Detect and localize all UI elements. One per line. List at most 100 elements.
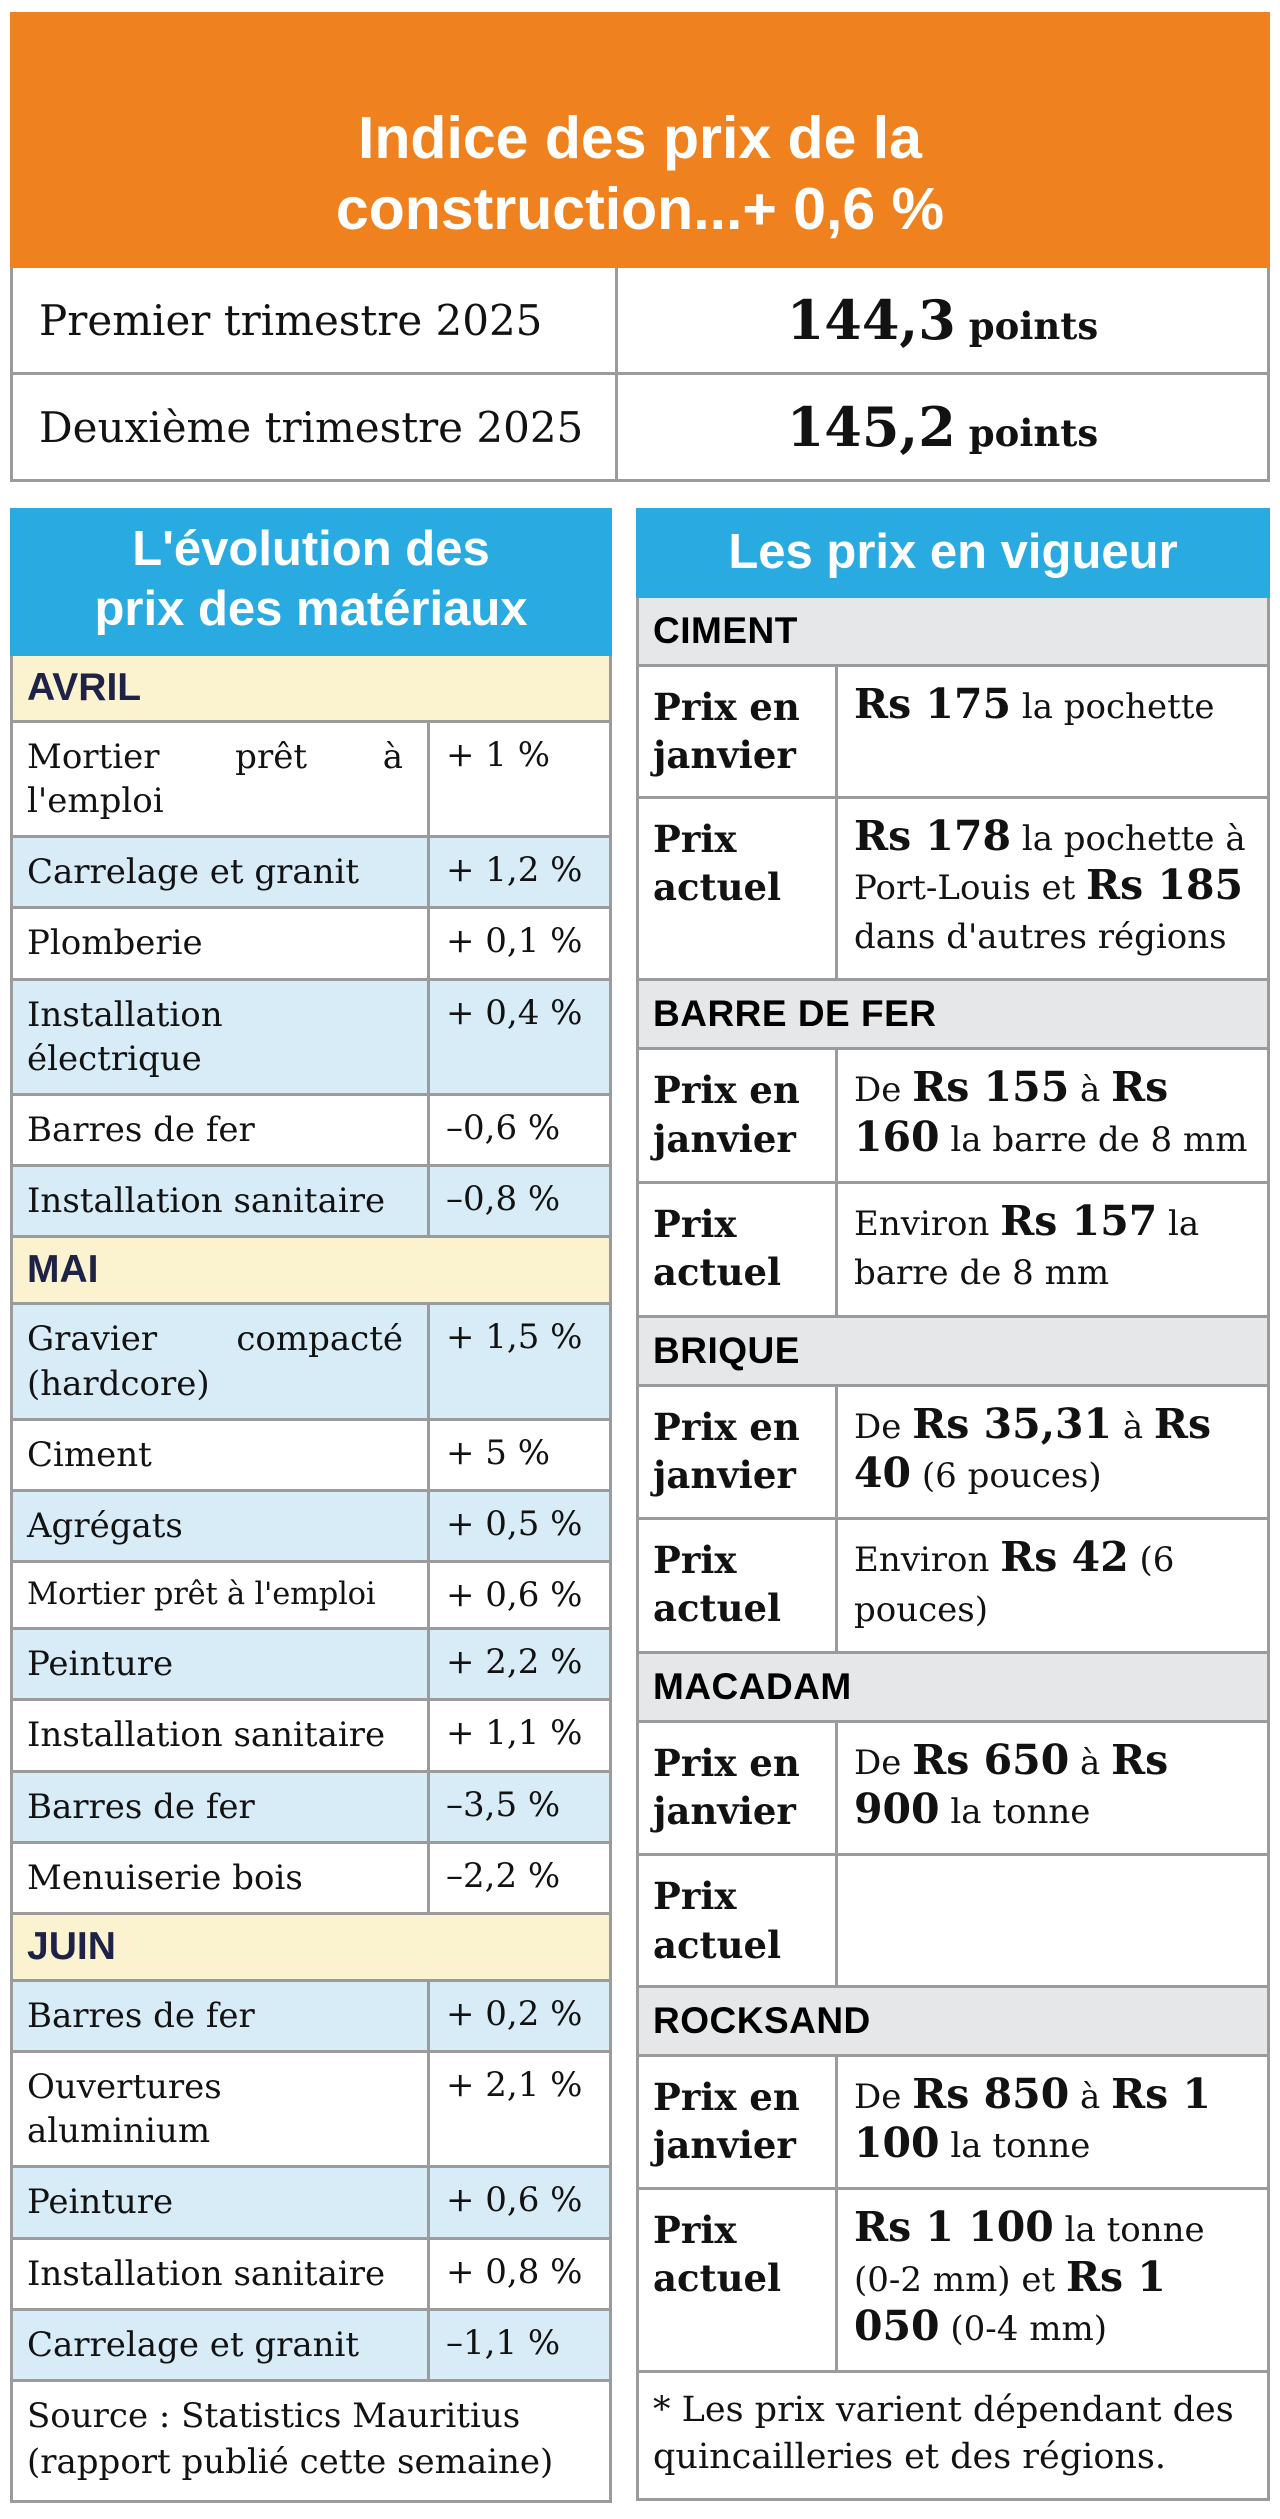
price-row: Prix actuel	[639, 1853, 1267, 1985]
content-columns: L'évolution des prix des matériaux AVRIL…	[10, 508, 1270, 2503]
price-period-label: Prix en janvier	[653, 1740, 800, 1833]
points-cell: 145,2 points	[614, 375, 1267, 480]
prices-panel: Les prix en vigueur CIMENT Prix en janvi…	[636, 508, 1270, 2501]
price-value: De Rs 650 à Rs 900 la tonne	[835, 1722, 1267, 1854]
material-name: Installation sanitaire	[27, 1181, 386, 1222]
points-number: 145,2	[786, 395, 956, 460]
material-name: Agrégats	[27, 1505, 183, 1546]
material-change: + 1,1 %	[427, 1701, 609, 1770]
prices-table: CIMENT Prix en janvier Rs 175 la pochett…	[636, 598, 1270, 2501]
material-name: Mortier prêt à l'emploi	[27, 1577, 376, 1613]
material-row: Barres de fer –3,5 %	[13, 1769, 609, 1841]
material-row: Plomberie + 0,1 %	[13, 906, 609, 978]
material-name: Ouvertures aluminium	[27, 2067, 222, 2152]
prices-panel-title: Les prix en vigueur	[636, 508, 1270, 599]
materials-panel: L'évolution des prix des matériaux AVRIL…	[10, 508, 612, 2503]
material-row: Carrelage et granit –1,1 %	[13, 2307, 609, 2380]
material-name: Installation sanitaire	[27, 1715, 386, 1756]
price-period-label: Prix en janvier	[653, 1404, 800, 1497]
material-change: –0,6 %	[427, 1096, 609, 1165]
material-name: Mortier prêt à l'emploi	[27, 736, 403, 822]
material-name: Barres de fer	[27, 1786, 255, 1827]
material-row: Installation électrique + 0,4 %	[13, 977, 609, 1094]
price-row: Prix en janvier De Rs 155 à Rs 160 la ba…	[639, 1047, 1267, 1182]
material-change: + 1,2 %	[427, 838, 609, 907]
price-value: De Rs 35,31 à Rs 40 (6 pouces)	[835, 1386, 1267, 1518]
month-header-juin: JUIN	[13, 1911, 609, 1979]
material-name: Installation sanitaire	[27, 2253, 386, 2294]
material-change: + 0,5 %	[427, 1491, 609, 1561]
material-name: Installation électrique	[27, 994, 223, 1079]
material-change: + 0,6 %	[427, 1563, 609, 1628]
section-header-ciment: CIMENT	[639, 598, 1267, 665]
material-name: Barres de fer	[27, 1995, 255, 2036]
quarter-label: Deuxième trimestre 2025	[39, 402, 584, 452]
material-row: Ouvertures aluminium + 2,1 %	[13, 2050, 609, 2166]
section-header-rocksand: ROCKSAND	[639, 1984, 1267, 2054]
footnote: * Les prix varient dépendant des quincai…	[639, 2370, 1267, 2498]
month-header-mai: MAI	[13, 1235, 609, 1303]
materials-table: AVRIL Mortier prêt à l'emploi + 1 % Carr…	[10, 655, 612, 2503]
material-row: Barres de fer + 0,2 %	[13, 1978, 609, 2051]
material-change: + 0,8 %	[427, 2239, 609, 2308]
price-row: Prix en janvier De Rs 35,31 à Rs 40 (6 p…	[639, 1383, 1267, 1518]
index-row-q1: Premier trimestre 2025 144,3 points	[13, 268, 1267, 373]
index-row-q2: Deuxième trimestre 2025 145,2 points	[13, 372, 1267, 480]
material-name: Carrelage et granit	[27, 2324, 360, 2365]
material-change: + 0,6 %	[427, 2168, 609, 2237]
price-period-label: Prix actuel	[653, 1874, 782, 1967]
material-name: Peinture	[27, 1644, 174, 1685]
price-row: Prix en janvier Rs 175 la pochette	[639, 664, 1267, 796]
material-change: –1,1 %	[427, 2310, 609, 2380]
material-row: Carrelage et granit + 1,2 %	[13, 835, 609, 907]
price-period-label: Prix actuel	[653, 1538, 782, 1631]
material-row: Barres de fer –0,6 %	[13, 1093, 609, 1165]
main-title-banner: Indice des prix de la construction...+ 0…	[10, 12, 1270, 269]
points-cell: 144,3 points	[614, 268, 1267, 373]
points-unit: points	[968, 411, 1099, 456]
material-change: + 0,4 %	[427, 980, 609, 1094]
material-row: Ciment + 5 %	[13, 1417, 609, 1489]
material-row: Peinture + 2,2 %	[13, 1627, 609, 1699]
material-row: Installation sanitaire + 1,1 %	[13, 1698, 609, 1770]
price-value: Environ Rs 157 la barre de 8 mm	[835, 1184, 1267, 1315]
material-name: Plomberie	[27, 923, 203, 964]
material-row: Peinture + 0,6 %	[13, 2165, 609, 2237]
price-period-label: Prix actuel	[653, 2208, 782, 2301]
material-row: Mortier prêt à l'emploi + 0,6 %	[13, 1560, 609, 1628]
price-period-label: Prix en janvier	[653, 1068, 800, 1161]
material-row: Menuiserie bois –2,2 %	[13, 1840, 609, 1912]
material-row: Agrégats + 0,5 %	[13, 1488, 609, 1561]
price-value: Environ Rs 42 (6 pouces)	[835, 1520, 1267, 1651]
main-title: Indice des prix de la construction...+ 0…	[335, 104, 945, 242]
material-change: + 0,2 %	[427, 1981, 609, 2051]
material-change: –3,5 %	[427, 1772, 609, 1841]
material-name: Barres de fer	[27, 1110, 255, 1151]
source-note: Source : Statistics Mauritius (rapport p…	[13, 2379, 609, 2500]
material-name: Gravier compacté (hardcore)	[27, 1319, 403, 1404]
material-change: + 1 %	[427, 722, 609, 836]
material-row: Mortier prêt à l'emploi + 1 %	[13, 719, 609, 836]
material-change: + 2,1 %	[427, 2053, 609, 2166]
price-value: Rs 178 la pochette à Port-Louis et Rs 18…	[835, 798, 1267, 979]
price-value: Rs 175 la pochette	[835, 667, 1267, 796]
material-change: + 5 %	[427, 1420, 609, 1489]
price-period-label: Prix en janvier	[653, 2074, 800, 2167]
price-period-label: Prix actuel	[653, 1202, 782, 1295]
price-period-label: Prix en janvier	[653, 685, 800, 778]
material-name: Menuiserie bois	[27, 1857, 303, 1898]
section-header-barre-de-fer: BARRE DE FER	[639, 978, 1267, 1048]
material-row: Gravier compacté (hardcore) + 1,5 %	[13, 1302, 609, 1418]
points-unit: points	[968, 304, 1099, 349]
material-name: Peinture	[27, 2182, 174, 2223]
price-period-label: Prix actuel	[653, 816, 782, 909]
price-row: Prix en janvier De Rs 850 à Rs 1 100 la …	[639, 2053, 1267, 2188]
section-header-brique: BRIQUE	[639, 1314, 1267, 1384]
index-table: Premier trimestre 2025 144,3 points Deuxi…	[10, 268, 1270, 483]
quarter-label: Premier trimestre 2025	[39, 295, 543, 345]
price-value: De Rs 155 à Rs 160 la barre de 8 mm	[835, 1050, 1267, 1182]
material-row: Installation sanitaire + 0,8 %	[13, 2236, 609, 2308]
points-number: 144,3	[786, 288, 956, 353]
price-value	[835, 1856, 1267, 1985]
material-change: + 1,5 %	[427, 1305, 609, 1418]
